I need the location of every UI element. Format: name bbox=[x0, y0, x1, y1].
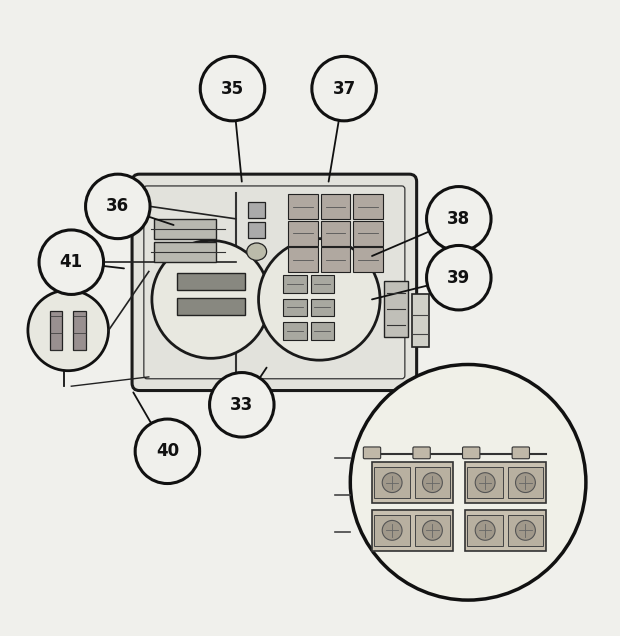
Bar bbox=[50, 310, 62, 350]
Text: eReplacementParts.com: eReplacementParts.com bbox=[246, 335, 374, 345]
Bar bbox=[177, 273, 245, 290]
Bar bbox=[311, 322, 334, 340]
Bar bbox=[415, 467, 450, 498]
Bar bbox=[374, 515, 410, 546]
Circle shape bbox=[135, 419, 200, 483]
Bar bbox=[321, 194, 350, 219]
Bar bbox=[288, 247, 318, 272]
FancyBboxPatch shape bbox=[512, 447, 529, 459]
Circle shape bbox=[423, 473, 443, 492]
Ellipse shape bbox=[247, 243, 267, 260]
Text: 40: 40 bbox=[156, 442, 179, 460]
Bar bbox=[154, 242, 216, 262]
Circle shape bbox=[350, 364, 586, 600]
Bar bbox=[248, 202, 265, 218]
Bar bbox=[508, 515, 543, 546]
Circle shape bbox=[200, 57, 265, 121]
FancyBboxPatch shape bbox=[363, 447, 381, 459]
Circle shape bbox=[382, 473, 402, 492]
Bar bbox=[353, 194, 383, 219]
Bar bbox=[73, 310, 86, 350]
Circle shape bbox=[475, 473, 495, 492]
Circle shape bbox=[427, 245, 491, 310]
Circle shape bbox=[210, 373, 274, 437]
Circle shape bbox=[259, 238, 380, 360]
Bar bbox=[465, 462, 546, 503]
FancyBboxPatch shape bbox=[413, 447, 430, 459]
Bar bbox=[374, 467, 410, 498]
Bar bbox=[508, 467, 543, 498]
Text: 36: 36 bbox=[106, 197, 130, 216]
Circle shape bbox=[515, 473, 535, 492]
Bar bbox=[412, 294, 429, 347]
Bar bbox=[353, 247, 383, 272]
Bar bbox=[288, 221, 318, 245]
Bar bbox=[283, 275, 307, 293]
Bar bbox=[415, 515, 450, 546]
FancyBboxPatch shape bbox=[132, 174, 417, 391]
Bar bbox=[372, 510, 453, 551]
Text: 37: 37 bbox=[332, 80, 356, 97]
Circle shape bbox=[152, 240, 270, 358]
Bar bbox=[283, 299, 307, 316]
Bar bbox=[372, 462, 453, 503]
Circle shape bbox=[423, 520, 443, 540]
Bar bbox=[384, 281, 408, 336]
Bar bbox=[283, 322, 307, 340]
Bar bbox=[311, 275, 334, 293]
Circle shape bbox=[28, 290, 108, 371]
Text: 41: 41 bbox=[60, 253, 83, 271]
Circle shape bbox=[475, 520, 495, 540]
Bar bbox=[467, 467, 503, 498]
Text: 35: 35 bbox=[221, 80, 244, 97]
Text: 38: 38 bbox=[447, 210, 471, 228]
Circle shape bbox=[427, 186, 491, 251]
Bar bbox=[177, 298, 245, 315]
Bar bbox=[353, 221, 383, 245]
Bar bbox=[321, 221, 350, 245]
Circle shape bbox=[515, 520, 535, 540]
Circle shape bbox=[312, 57, 376, 121]
Circle shape bbox=[39, 230, 104, 294]
Bar bbox=[311, 299, 334, 316]
Bar bbox=[154, 219, 216, 238]
Bar bbox=[467, 515, 503, 546]
Bar bbox=[465, 510, 546, 551]
Bar bbox=[248, 222, 265, 238]
Circle shape bbox=[86, 174, 150, 238]
Bar bbox=[321, 247, 350, 272]
Bar bbox=[288, 194, 318, 219]
FancyBboxPatch shape bbox=[463, 447, 480, 459]
Circle shape bbox=[382, 520, 402, 540]
Text: 39: 39 bbox=[447, 268, 471, 287]
Text: 33: 33 bbox=[230, 396, 254, 414]
